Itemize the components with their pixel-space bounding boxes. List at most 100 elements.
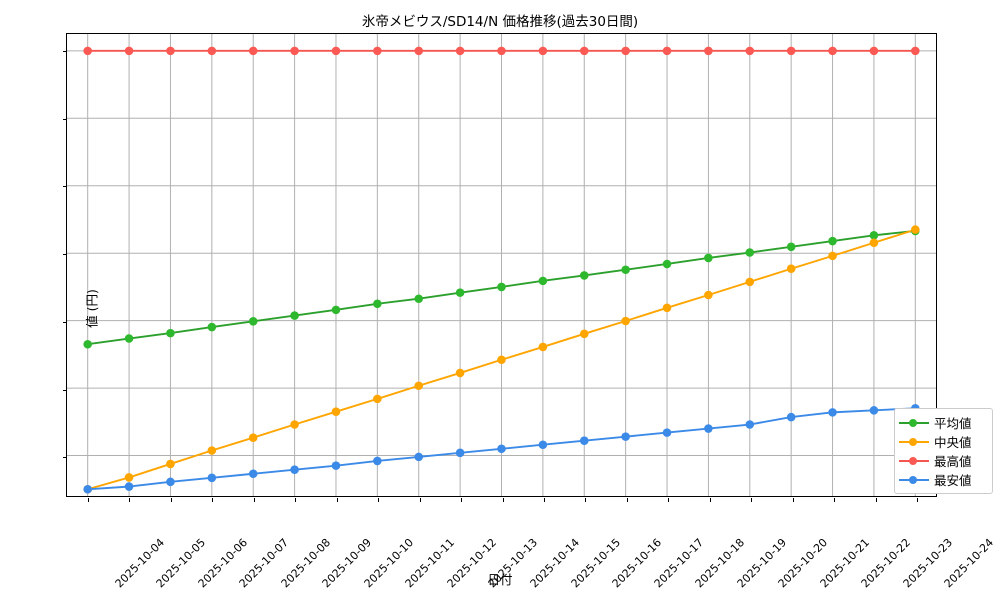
data-point: [331, 461, 341, 470]
data-point: [290, 46, 299, 56]
data-point: [786, 242, 796, 252]
y-tick-mark: [63, 186, 67, 188]
data-point: [786, 412, 796, 422]
legend-swatch: [899, 417, 929, 429]
data-point: [124, 334, 134, 343]
data-point: [704, 424, 713, 433]
data-point: [83, 339, 92, 349]
data-point: [538, 46, 548, 56]
data-point: [331, 407, 341, 416]
x-tick-mark: [253, 498, 255, 502]
data-point: [869, 46, 879, 56]
x-tick-mark: [461, 498, 463, 502]
data-point: [414, 294, 424, 304]
data-point: [166, 46, 175, 56]
data-point: [579, 46, 589, 56]
x-tick-mark: [668, 498, 670, 502]
x-tick-mark: [585, 498, 587, 502]
data-point: [414, 381, 424, 391]
legend-label: 最高値: [934, 454, 972, 469]
x-tick-mark: [502, 498, 504, 502]
data-point: [207, 446, 217, 455]
x-tick-mark: [709, 498, 711, 502]
data-point: [786, 264, 796, 273]
data-point: [621, 432, 630, 441]
data-point: [911, 225, 920, 234]
data-point: [497, 46, 506, 56]
data-point: [290, 311, 299, 320]
y-tick-mark: [63, 321, 67, 323]
x-tick-mark: [378, 498, 380, 502]
data-point: [373, 394, 382, 404]
data-point: [373, 456, 382, 466]
data-point: [497, 282, 506, 292]
x-tick-mark: [543, 498, 545, 502]
data-point: [497, 355, 506, 365]
data-point: [83, 46, 92, 56]
data-point: [207, 46, 217, 56]
data-point: [745, 277, 755, 287]
data-point: [124, 482, 134, 491]
y-tick-mark: [63, 389, 67, 391]
data-point: [538, 276, 548, 286]
data-point: [166, 328, 175, 338]
legend-label: 中央値: [934, 435, 972, 450]
x-tick-mark: [626, 498, 628, 502]
data-point: [579, 271, 589, 280]
data-point: [207, 322, 217, 332]
data-point: [248, 469, 258, 479]
data-point: [124, 473, 134, 482]
data-point: [621, 265, 630, 275]
data-point: [248, 46, 258, 56]
x-tick-mark: [834, 498, 836, 502]
chart-title: 氷帝メビウス/SD14/N 価格推移(過去30日間): [361, 14, 639, 30]
data-point: [373, 299, 382, 309]
data-point: [579, 436, 589, 445]
data-point: [828, 251, 837, 261]
data-point: [455, 288, 465, 297]
x-tick-mark: [87, 498, 89, 502]
data-point: [745, 46, 755, 56]
data-point: [290, 420, 299, 429]
data-point: [621, 46, 630, 56]
chart-legend[interactable]: 平均値中央値最高値最安値: [894, 408, 993, 494]
legend-label: 最安値: [934, 473, 972, 488]
data-point: [538, 342, 548, 352]
x-tick-mark: [792, 498, 794, 502]
legend-swatch: [899, 474, 929, 486]
data-point: [124, 46, 134, 56]
x-tick-mark: [751, 498, 753, 502]
data-point: [662, 303, 672, 313]
data-series-layer: [83, 46, 920, 494]
data-point: [704, 46, 713, 56]
data-point: [248, 317, 258, 326]
data-point: [455, 368, 465, 378]
data-point: [414, 452, 424, 462]
data-point: [579, 329, 589, 339]
x-tick-mark: [295, 498, 297, 502]
data-point: [331, 46, 341, 56]
legend-label: 平均値: [934, 416, 972, 431]
data-point: [745, 420, 755, 429]
legend-item-1[interactable]: 中央値: [899, 432, 987, 451]
legend-item-2[interactable]: 最高値: [899, 451, 987, 470]
y-tick-mark: [63, 254, 67, 256]
data-point: [662, 46, 672, 56]
data-point: [621, 316, 630, 326]
y-tick-mark: [63, 457, 67, 459]
y-tick-mark: [63, 118, 67, 120]
legend-item-3[interactable]: 最安値: [899, 470, 987, 489]
data-point: [869, 238, 879, 248]
x-tick-mark: [917, 498, 919, 502]
data-point: [414, 46, 424, 56]
data-point: [207, 473, 217, 483]
y-tick-mark: [63, 50, 67, 52]
data-point: [704, 253, 713, 263]
plot-area: 406080100120140160 2025-10-042025-10-052…: [63, 33, 996, 590]
legend-item-0[interactable]: 平均値: [899, 413, 987, 432]
legend-swatch: [899, 455, 929, 467]
data-point: [455, 448, 465, 458]
y-axis-label: 値 (円): [84, 289, 100, 328]
data-point: [331, 305, 341, 315]
